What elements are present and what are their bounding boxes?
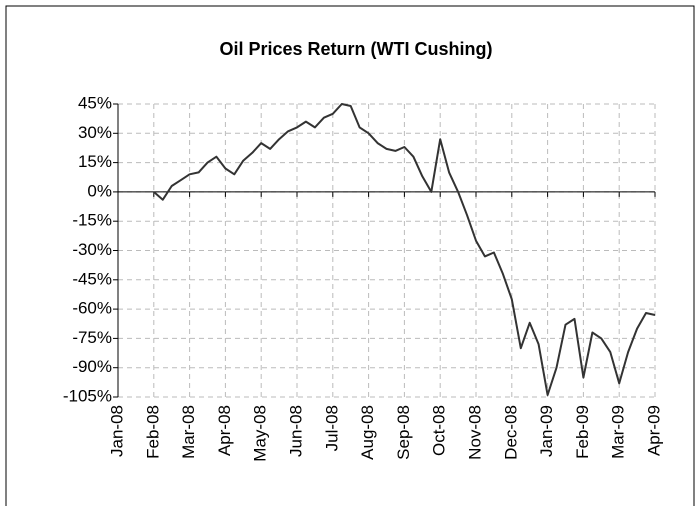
x-tick-label: Feb-08: [143, 405, 162, 459]
x-tick-label: Feb-09: [573, 405, 592, 459]
y-tick-label: 30%: [78, 123, 112, 142]
x-tick-label: Mar-09: [609, 405, 628, 459]
y-tick-label: -15%: [72, 211, 112, 230]
x-tick-label: Jan-08: [107, 405, 126, 457]
x-tick-label: Sep-08: [394, 405, 413, 460]
x-tick-label: Jun-08: [286, 405, 305, 457]
y-tick-label: -60%: [72, 299, 112, 318]
y-tick-label: -45%: [72, 269, 112, 288]
y-tick-label: -30%: [72, 240, 112, 259]
chart-title: Oil Prices Return (WTI Cushing): [219, 39, 492, 59]
x-tick-label: Nov-08: [465, 405, 484, 460]
y-tick-label: -75%: [72, 328, 112, 347]
y-tick-label: -105%: [63, 386, 112, 405]
y-tick-label: 45%: [78, 93, 112, 112]
y-tick-label: -90%: [72, 357, 112, 376]
x-tick-label: Apr-08: [215, 405, 234, 456]
x-tick-label: Jan-09: [537, 405, 556, 457]
x-tick-label: Dec-08: [501, 405, 520, 460]
y-tick-label: 15%: [78, 152, 112, 171]
x-tick-label: Aug-08: [358, 405, 377, 460]
data-line: [153, 103, 656, 396]
x-tick-label: Jul-08: [322, 405, 341, 451]
chart-border: [5, 5, 695, 506]
x-tick-label: May-08: [251, 405, 270, 462]
x-tick-label: Mar-08: [179, 405, 198, 459]
x-tick-label: Oct-08: [430, 405, 449, 456]
x-tick-label: Apr-09: [644, 405, 663, 456]
y-tick-label: 0%: [87, 181, 112, 200]
